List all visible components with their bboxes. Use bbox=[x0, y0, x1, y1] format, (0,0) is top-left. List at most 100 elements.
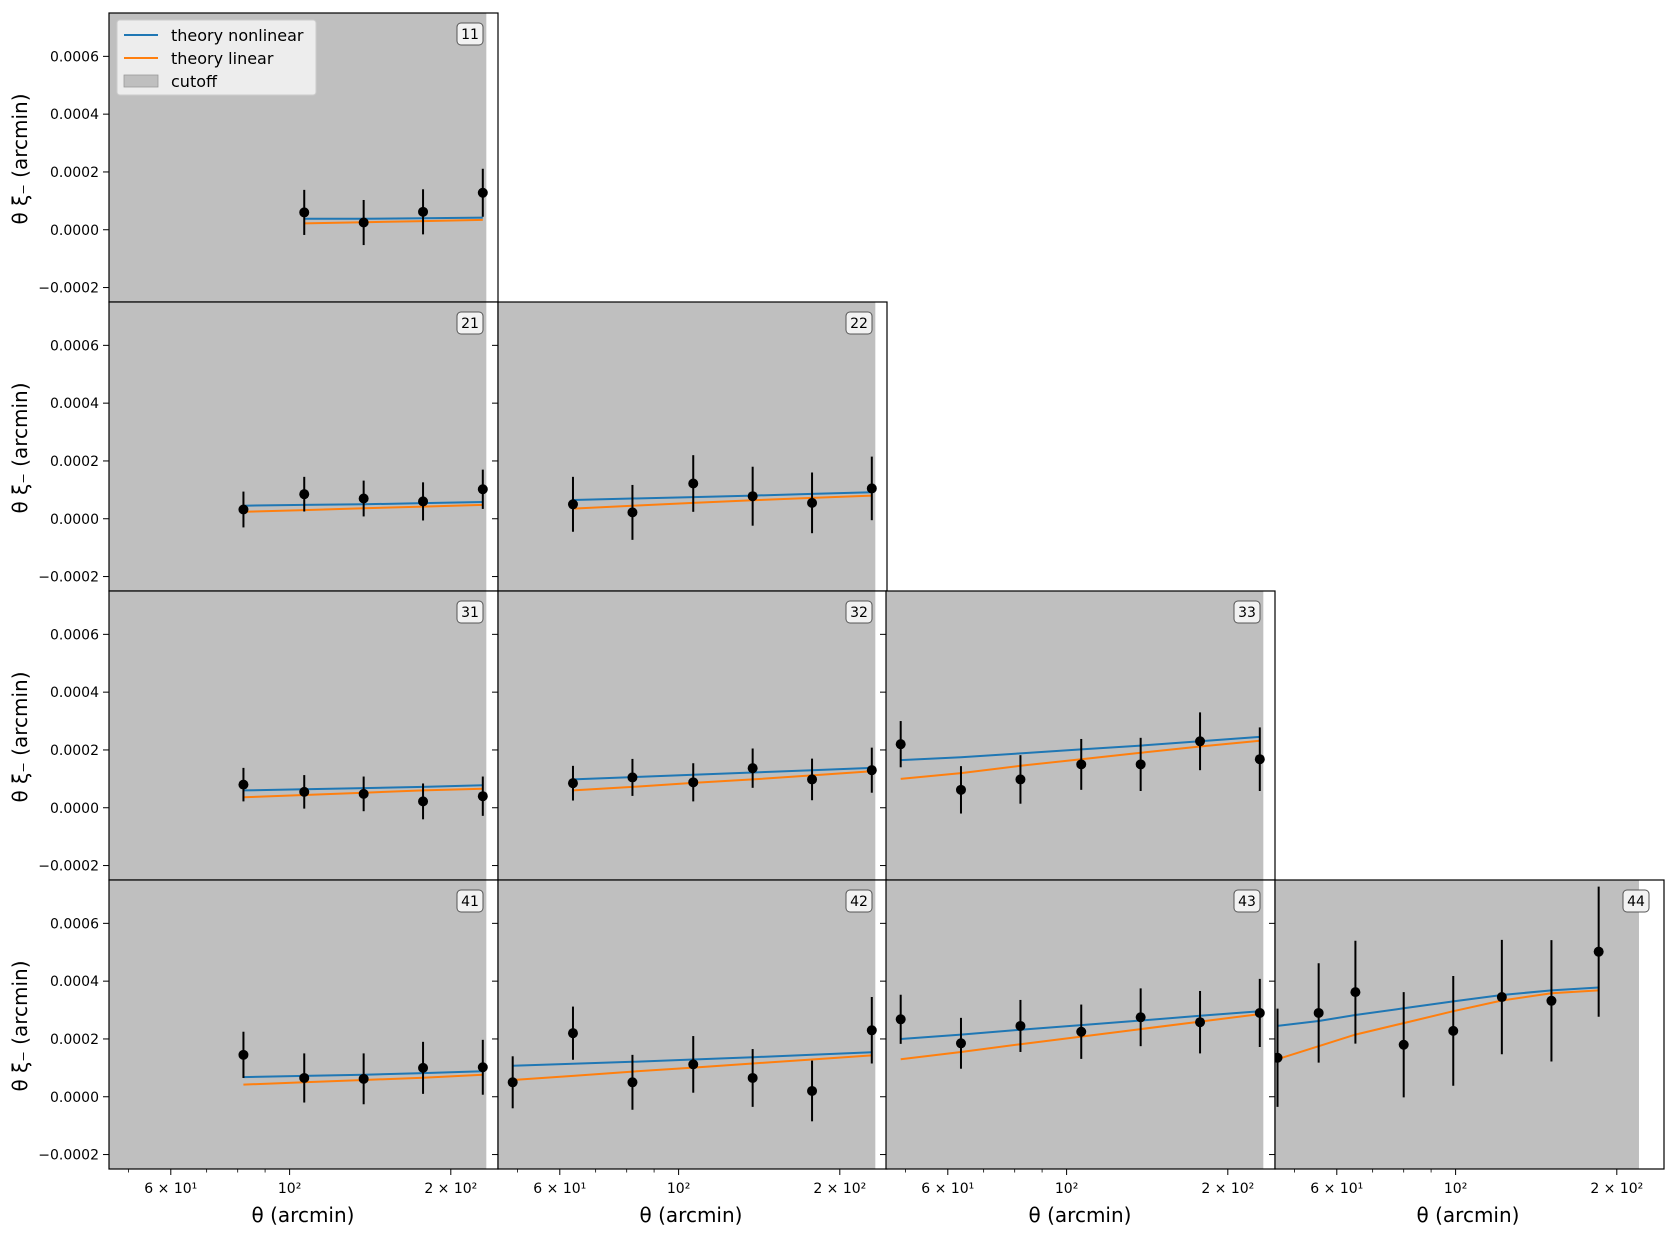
panel-label-44: 44 bbox=[1627, 894, 1645, 910]
data-point-42-5 bbox=[807, 1085, 818, 1096]
panel-22: 22 bbox=[492, 301, 888, 597]
data-point-44-7 bbox=[1593, 946, 1604, 957]
theory-linear-line-32 bbox=[572, 770, 872, 792]
theory-nonlinear-line-11 bbox=[304, 216, 483, 220]
data-point-43-0 bbox=[895, 1014, 906, 1025]
cutoff-region-21 bbox=[109, 302, 487, 591]
data-point-31-3 bbox=[418, 796, 429, 807]
panel-plot-area-44 bbox=[1275, 880, 1639, 1169]
panel-label-22: 22 bbox=[850, 316, 868, 332]
data-point-31-2 bbox=[358, 788, 369, 799]
data-point-33-5 bbox=[1195, 736, 1206, 747]
data-point-44-4 bbox=[1448, 1025, 1459, 1036]
y-tick-label-41-2: 0.0002 bbox=[50, 1032, 99, 1048]
y-axis-labels: θ ξ₋ (arcmin) θ ξ₋ (arcmin) θ ξ₋ (arcmin… bbox=[8, 93, 32, 1091]
panel-label-box-22 bbox=[845, 311, 873, 335]
y-tick-label-11-2: 0.0002 bbox=[50, 165, 99, 181]
legend-label-nonlinear: theory nonlinear bbox=[171, 26, 304, 45]
panel-plot-area-42 bbox=[498, 880, 877, 1169]
data-point-21-2 bbox=[358, 493, 369, 504]
panel-label-box-44 bbox=[1622, 889, 1650, 913]
x-axis-label-col-3: θ (arcmin) bbox=[1029, 1203, 1132, 1227]
data-point-44-5 bbox=[1496, 992, 1507, 1003]
cutoff-region-31 bbox=[109, 591, 487, 880]
y-tick-label-31-4: 0.0006 bbox=[50, 627, 99, 643]
panel-label-11: 11 bbox=[461, 27, 479, 43]
x-tick-label-43-1: 10² bbox=[1055, 1181, 1078, 1197]
cutoff-region-32 bbox=[498, 591, 876, 880]
x-axis-labels: θ (arcmin) θ (arcmin) θ (arcmin) θ (arcm… bbox=[252, 1203, 1520, 1227]
panel-plot-area-31 bbox=[109, 591, 488, 880]
y-tick-label-31-1: 0.0000 bbox=[50, 801, 99, 817]
data-point-32-0 bbox=[567, 778, 578, 789]
y-tick-label-11-3: 0.0004 bbox=[50, 107, 99, 123]
data-point-31-4 bbox=[477, 791, 488, 802]
y-tick-label-21-0: −0.0002 bbox=[38, 570, 99, 586]
data-point-43-2 bbox=[1015, 1020, 1026, 1031]
data-point-43-3 bbox=[1076, 1026, 1087, 1037]
panel-plot-area-33 bbox=[886, 591, 1265, 880]
theory-linear-line-44 bbox=[1277, 989, 1599, 1061]
data-point-33-3 bbox=[1076, 759, 1087, 770]
data-point-44-6 bbox=[1546, 995, 1557, 1006]
data-point-33-1 bbox=[955, 784, 966, 795]
data-point-21-0 bbox=[238, 504, 249, 515]
panel-label-box-33 bbox=[1233, 600, 1261, 624]
panels-layer: 11 −0.0002 0.0000 0.0002 0.0004 0.0006 21 −0.00… bbox=[38, 12, 1665, 1197]
data-point-43-6 bbox=[1254, 1007, 1265, 1018]
data-point-44-3 bbox=[1398, 1039, 1409, 1050]
data-point-43-5 bbox=[1195, 1017, 1206, 1028]
panel-41: 41 −0.0002 0.0000 0.0002 0.0004 0.0006 6 × 10¹… bbox=[38, 879, 499, 1197]
x-tick-label-42-2: 2 × 10² bbox=[813, 1181, 866, 1197]
panel-label-box-41 bbox=[456, 889, 484, 913]
panel-44: 44 6 × 10¹ 10² 2 × 10² bbox=[1269, 879, 1665, 1197]
data-point-22-4 bbox=[807, 497, 818, 508]
x-tick-label-44-2: 2 × 10² bbox=[1590, 1181, 1643, 1197]
data-point-43-4 bbox=[1135, 1012, 1146, 1023]
data-point-44-2 bbox=[1350, 987, 1361, 998]
panel-label-32: 32 bbox=[850, 605, 868, 621]
data-point-41-3 bbox=[418, 1062, 429, 1073]
y-tick-label-31-2: 0.0002 bbox=[50, 743, 99, 759]
data-point-21-4 bbox=[477, 484, 488, 495]
panel-31: 31 −0.0002 0.0000 0.0002 0.0004 0.0006 bbox=[38, 590, 499, 886]
panel-32: 32 bbox=[492, 590, 888, 886]
data-point-21-3 bbox=[418, 496, 429, 507]
data-point-22-1 bbox=[627, 507, 638, 518]
y-tick-label-41-4: 0.0006 bbox=[50, 916, 99, 932]
data-point-22-2 bbox=[688, 478, 699, 489]
panel-label-box-32 bbox=[845, 600, 873, 624]
data-point-22-3 bbox=[747, 491, 758, 502]
legend: theory nonlinear theory linear cutoff bbox=[116, 19, 317, 96]
y-tick-label-21-3: 0.0004 bbox=[50, 396, 99, 412]
y-tick-label-41-3: 0.0004 bbox=[50, 974, 99, 990]
theory-nonlinear-line-22 bbox=[572, 491, 872, 501]
legend-label-linear: theory linear bbox=[171, 49, 274, 68]
data-point-42-3 bbox=[688, 1059, 699, 1070]
data-point-31-1 bbox=[299, 786, 310, 797]
y-axis-label-row-1: θ ξ₋ (arcmin) bbox=[8, 93, 32, 224]
y-axis-label-row-4: θ ξ₋ (arcmin) bbox=[8, 960, 32, 1091]
data-point-42-4 bbox=[747, 1072, 758, 1083]
y-tick-label-21-4: 0.0006 bbox=[50, 338, 99, 354]
data-point-41-2 bbox=[358, 1073, 369, 1084]
data-point-11-2 bbox=[418, 206, 429, 217]
panel-label-box-11 bbox=[456, 22, 484, 46]
data-point-32-2 bbox=[688, 777, 699, 788]
data-point-32-3 bbox=[747, 763, 758, 774]
panel-plot-area-22 bbox=[498, 302, 877, 591]
x-tick-label-41-1: 10² bbox=[278, 1181, 301, 1197]
x-tick-label-41-2: 2 × 10² bbox=[424, 1181, 477, 1197]
x-tick-label-41-0: 6 × 10¹ bbox=[144, 1181, 197, 1197]
data-point-21-1 bbox=[299, 489, 310, 500]
x-tick-label-42-1: 10² bbox=[667, 1181, 690, 1197]
y-tick-label-41-0: −0.0002 bbox=[38, 1148, 99, 1164]
y-tick-label-31-0: −0.0002 bbox=[38, 859, 99, 875]
legend-swatch-cutoff bbox=[123, 74, 159, 88]
data-point-33-6 bbox=[1254, 754, 1265, 765]
data-point-43-1 bbox=[955, 1038, 966, 1049]
x-tick-label-43-2: 2 × 10² bbox=[1201, 1181, 1254, 1197]
panel-plot-area-41 bbox=[109, 880, 488, 1169]
data-point-33-4 bbox=[1135, 759, 1146, 770]
